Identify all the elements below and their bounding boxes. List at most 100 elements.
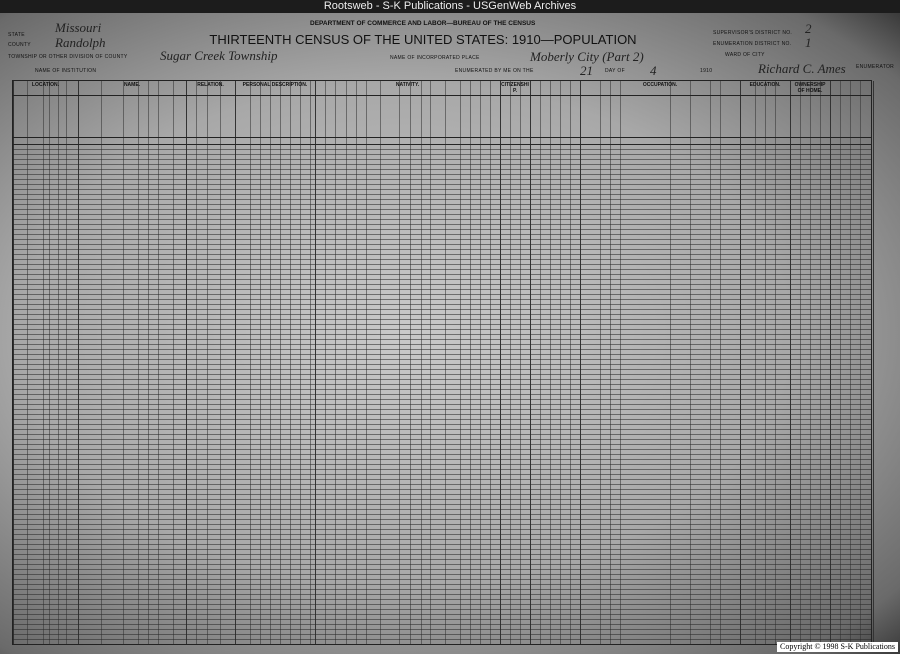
subcolumn-divider (775, 81, 776, 644)
table-row (13, 594, 871, 595)
column-divider (13, 81, 14, 644)
table-row (13, 634, 871, 635)
table-row (13, 194, 871, 195)
table-row (13, 544, 871, 545)
subcolumn-divider (510, 81, 511, 644)
subcolumn-divider (138, 81, 139, 644)
section-header: NATIVITY. (395, 82, 420, 88)
subcolumn-divider (366, 81, 367, 644)
section-header: CITIZENSHIP. (501, 82, 529, 94)
table-row (13, 319, 871, 320)
subcolumn-divider (300, 81, 301, 644)
subcolumn-divider (550, 81, 551, 644)
table-row (13, 564, 871, 565)
table-row (13, 244, 871, 245)
header-rule (13, 137, 871, 138)
table-row (13, 444, 871, 445)
table-row (13, 539, 871, 540)
table-row (13, 169, 871, 170)
column-divider (740, 81, 741, 644)
subcolumn-divider (123, 81, 124, 644)
subcolumn-divider (158, 81, 159, 644)
table-row (13, 389, 871, 390)
table-row (13, 604, 871, 605)
subcolumn-divider (280, 81, 281, 644)
section-header: NAME. (123, 82, 141, 88)
table-row (13, 579, 871, 580)
subcolumn-divider (620, 81, 621, 644)
table-row (13, 239, 871, 240)
subcolumn-divider (670, 81, 671, 644)
subcolumn-divider (490, 81, 491, 644)
subcolumn-divider (560, 81, 561, 644)
table-row (13, 409, 871, 410)
table-row (13, 304, 871, 305)
table-row (13, 269, 871, 270)
census-title: THIRTEENTH CENSUS OF THE UNITED STATES: … (209, 32, 637, 47)
subcolumn-divider (600, 81, 601, 644)
table-row (13, 334, 871, 335)
table-row (13, 284, 871, 285)
table-row (13, 264, 871, 265)
column-divider (830, 81, 831, 644)
column-divider (580, 81, 581, 644)
table-row (13, 224, 871, 225)
enumeration-label: ENUMERATION DISTRICT NO. (713, 41, 792, 47)
county-label: COUNTY (8, 42, 31, 48)
table-row (13, 394, 871, 395)
table-row (13, 234, 871, 235)
subcolumn-divider (27, 81, 28, 644)
table-row (13, 179, 871, 180)
table-row (13, 144, 871, 145)
column-divider (530, 81, 531, 644)
census-page-scan: STATE Missouri COUNTY Randolph TOWNSHIP … (0, 13, 900, 654)
table-row (13, 189, 871, 190)
table-row (13, 344, 871, 345)
subcolumn-divider (290, 81, 291, 644)
table-row (13, 199, 871, 200)
table-row (13, 254, 871, 255)
census-table: LOCATION. NAME. RELATION. PERSONAL DESCRIPT… (12, 80, 874, 645)
department-heading: DEPARTMENT OF COMMERCE AND LABOR—BUREAU … (310, 20, 536, 27)
table-row (13, 314, 871, 315)
column-divider (235, 81, 236, 644)
subcolumn-divider (310, 81, 311, 644)
subcolumn-divider (480, 81, 481, 644)
table-row (13, 639, 871, 640)
table-row (13, 259, 871, 260)
table-row (13, 474, 871, 475)
table-row (13, 364, 871, 365)
table-row (13, 374, 871, 375)
subcolumn-divider (460, 81, 461, 644)
subcolumn-divider (66, 81, 67, 644)
subcolumn-divider (173, 81, 174, 644)
enumerated-label: ENUMERATED BY ME ON THE (455, 68, 534, 74)
subcolumn-divider (380, 81, 381, 644)
subcolumn-divider (540, 81, 541, 644)
subcolumn-divider (690, 81, 691, 644)
table-row (13, 214, 871, 215)
table-row (13, 509, 871, 510)
subcolumn-divider (260, 81, 261, 644)
column-divider (873, 81, 874, 644)
ward-label: WARD OF CITY (725, 52, 765, 58)
table-row (13, 204, 871, 205)
subcolumn-divider (325, 81, 326, 644)
table-row (13, 559, 871, 560)
subcolumn-divider (470, 81, 471, 644)
table-row (13, 624, 871, 625)
table-row (13, 489, 871, 490)
subcolumn-divider (840, 81, 841, 644)
table-row (13, 309, 871, 310)
table-row (13, 229, 871, 230)
subcolumn-divider (800, 81, 801, 644)
table-row (13, 219, 871, 220)
column-divider (790, 81, 791, 644)
window-title: Rootsweb - S-K Publications - USGenWeb A… (0, 0, 900, 13)
section-header: RELATION. (197, 82, 224, 88)
subcolumn-divider (810, 81, 811, 644)
table-row (13, 484, 871, 485)
table-row (13, 299, 871, 300)
table-row (13, 384, 871, 385)
table-row (13, 274, 871, 275)
